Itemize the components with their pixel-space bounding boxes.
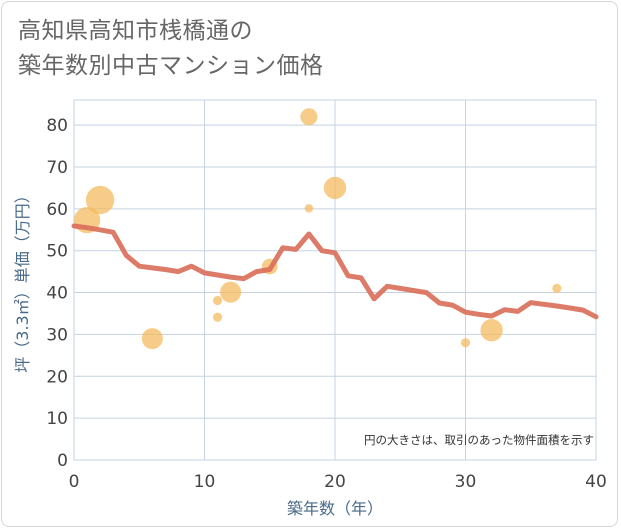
data-bubble (212, 295, 223, 306)
y-tick-label: 70 (46, 158, 68, 178)
data-bubble (212, 312, 223, 322)
data-bubble (480, 319, 503, 342)
x-axis-label: 築年数（年） (287, 499, 383, 518)
grid-lines (73, 99, 597, 461)
x-tick-label: 40 (585, 472, 607, 492)
data-bubble (460, 338, 471, 348)
chart-title: 高知県高知市桟橋通の 築年数別中古マンション価格 (18, 14, 578, 84)
x-tick-label: 30 (455, 472, 477, 492)
x-tick-label: 0 (69, 472, 80, 492)
data-bubble (85, 185, 115, 215)
bubble-size-note: 円の大きさは、取引のあった物件面積を示す (364, 433, 594, 447)
data-bubble (323, 176, 347, 200)
y-tick-label: 40 (46, 284, 68, 304)
average-line-series (71, 223, 599, 320)
data-bubble (141, 328, 163, 350)
data-bubble (300, 108, 318, 126)
data-bubble (304, 204, 314, 213)
data-bubble (220, 281, 242, 303)
x-tick-label: 10 (194, 472, 216, 492)
y-tick-label: 60 (46, 200, 68, 220)
y-tick-label: 80 (46, 116, 68, 136)
y-tick-label: 10 (46, 409, 68, 429)
tick-labels: 0 10 20 30 40 0 10 20 30 40 50 60 70 80 (46, 116, 606, 492)
y-axis-label: 坪（3.3㎡）単価（万円） (13, 187, 32, 372)
chart-title-line2: 築年数別中古マンション価格 (18, 53, 324, 79)
y-tick-label: 30 (46, 325, 68, 345)
y-tick-label: 0 (57, 451, 68, 471)
bubble-series (73, 108, 562, 350)
data-bubble (552, 283, 562, 293)
average-price-line (71, 223, 599, 320)
y-tick-label: 50 (46, 242, 68, 262)
y-tick-label: 20 (46, 367, 68, 387)
x-tick-label: 20 (324, 472, 346, 492)
chart-title-line1: 高知県高知市桟橋通の (18, 18, 253, 44)
